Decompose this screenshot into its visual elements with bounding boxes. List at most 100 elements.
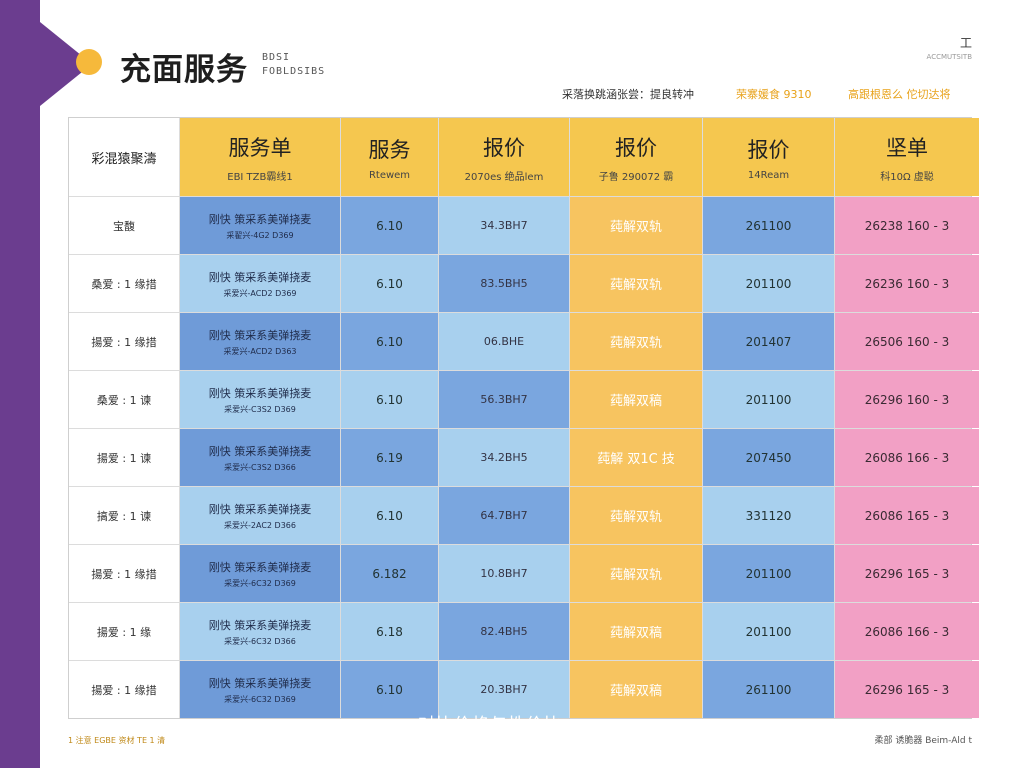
price-a-cell: 20.3BH7 [439,661,569,718]
table-header-cell: 服务单 EBI TZB霸线1 [180,118,340,196]
service-cell: 刚快 策采系美弹挠麦采翟兴-4G2 D369 [180,197,340,254]
price-c-cell: 201100 [703,371,834,428]
table-header-cell: 坚单科10Ω 虚聪 [835,118,979,196]
title-dot-icon [76,49,102,75]
order-cell: 26296 160 - 3 [835,371,979,428]
left-accent-bar [0,0,40,768]
service-cell: 刚快 策采系美弹挠麦 采爱兴-C3S2 D369 [180,371,340,428]
service-line-2: 采翟兴-4G2 D369 [226,230,294,240]
page-subtitle-line-1: BDSI [262,52,291,63]
header-sub-label: Rtewem [368,169,411,181]
header-main-label: 报价 [747,137,790,162]
header-main-label: 报价 [483,135,525,160]
service-cell: 刚快 策采系美弹挠麦采爱兴-ACD2 D369 [180,255,340,312]
price-a-cell: 64.7BH7 [439,487,569,544]
row-label-cell: 揚爱 : 1 缘措 [69,661,179,718]
service-cell: 刚快 策采系美弹挠麦采爱兴-C3S2 D366 [180,429,340,486]
service-line-1: 刚快 策采系美弹挠麦 [208,444,312,458]
row-label-cell: 搞爱 : 1 谏 [69,487,179,544]
header-main-label: 彩混猿聚濤 [91,151,157,167]
table-header-cell: 报价子鲁 290072 霸 [570,118,702,196]
price-c-cell: 201100 [703,545,834,602]
row-label-cell: 揚爱 : 1 谏 [69,429,179,486]
price-a-cell: 56.3BH7 [439,371,569,428]
service-value-cell: 6.10 [341,197,438,254]
service-cell: 刚快 策采系美弹挠麦采爱兴-2AC2 D366 [180,487,340,544]
order-cell: 26086 165 - 3 [835,487,979,544]
meta-info-2: 荣寨媛食 9310 [736,88,812,101]
price-b-cell: 莼解双稿 [570,603,702,660]
order-cell: 26238 160 - 3 [835,197,979,254]
footer-left: 1 注意 EGBE 资材 TE 1 清 [68,736,166,745]
order-cell: 26086 166 - 3 [835,429,979,486]
service-line-1: 刚快 策采系美弹挠麦 [208,386,312,400]
header-main-label: 服务 [368,137,411,162]
row-label-cell: 桑爱 : 1 谏 [69,371,179,428]
price-a-cell: 83.5BH5 [439,255,569,312]
service-value-cell: 6.10 [341,371,438,428]
service-value-cell: 6.10 [341,661,438,718]
price-a-cell: 06.BHE [439,313,569,370]
price-b-cell: 莼解双轨 [570,313,702,370]
price-b-cell: 莼解双稿 [570,661,702,718]
row-label-cell: 揚爱 : 1 缘措 [69,545,179,602]
service-line-1: 刚快 策采系美弹挠麦 [208,560,312,574]
header-sub-label: 科10Ω 虚聪 [880,171,934,183]
corner-main: 工 [959,36,972,50]
row-label-cell: 宝馥 [69,197,179,254]
service-line-2: 采爱兴-C3S2 D366 [224,462,296,472]
price-c-cell: 201407 [703,313,834,370]
row-label-cell: 桑爱 : 1 缘措 [69,255,179,312]
table-header-cell: 彩混猿聚濤 [69,118,179,196]
corner-sub: ACCMUTSITB [926,53,972,61]
price-c-cell: 201100 [703,255,834,312]
service-cell: 刚快 策采系美弹挠麦采爱兴-6C32 D369 [180,545,340,602]
service-value-cell: 6.182 [341,545,438,602]
price-b-cell: 莼解双轨 [570,255,702,312]
price-c-cell: 331120 [703,487,834,544]
table-header-cell: 报价 14Ream [703,118,834,196]
service-value-cell: 6.18 [341,603,438,660]
page-title: 充面服务 [120,52,248,88]
order-cell: 26086 166 - 3 [835,603,979,660]
service-line-1: 刚快 策采系美弹挠麦 [208,676,312,690]
service-line-1: 刚快 策采系美弹挠麦 [208,328,312,342]
service-line-1: 刚快 策采系美弹挠麦 [208,502,312,516]
price-a-cell: 82.4BH5 [439,603,569,660]
order-cell: 26296 165 - 3 [835,661,979,718]
service-value-cell: 6.10 [341,487,438,544]
price-b-cell: 莼解双轨 [570,197,702,254]
service-value-cell: 6.10 [341,255,438,312]
price-c-cell: 201100 [703,603,834,660]
service-line-1: 刚快 策采系美弹挠麦 [208,618,312,632]
service-line-2: 采爱兴-2AC2 D366 [224,520,296,530]
price-a-cell: 34.2BH5 [439,429,569,486]
service-line-2: 采爱兴-6C32 D369 [224,694,296,704]
price-a-cell: 10.8BH7 [439,545,569,602]
service-value-cell: 6.19 [341,429,438,486]
price-b-cell: 莼解双稿 [570,371,702,428]
service-line-2: 采爱兴-6C32 D366 [224,636,296,646]
table-header-cell: 服务 Rtewem [341,118,438,196]
order-cell: 26236 160 - 3 [835,255,979,312]
service-value-cell: 6.10 [341,313,438,370]
price-c-cell: 261100 [703,661,834,718]
footer-right: 柔部 诱脆器 Beim-Ald t [874,736,972,746]
price-b-cell: 莼解双轨 [570,487,702,544]
page-subtitle: BDSI FOBLDSIBS [262,51,325,79]
price-c-cell: 261100 [703,197,834,254]
service-line-1: 刚快 策采系美弹挠麦 [208,270,312,284]
price-a-cell: 34.3BH7 [439,197,569,254]
header-main-label: 报价 [615,135,657,160]
row-label-cell: 揚爱 : 1 缘措 [69,313,179,370]
service-line-1: 刚快 策采系美弹挠麦 [208,212,312,226]
meta-info-1: 采落换跳涵张尝：提良转冲 [562,88,694,101]
meta-info-3: 高跟根恩么 佗切达将 [848,88,951,101]
header-sub-label: 子鲁 290072 霸 [598,171,674,183]
header-main-label: 坚单 [886,135,928,160]
service-line-2: 采爱兴-ACD2 D369 [223,288,297,298]
service-line-2: 采爱兴-6C32 D369 [224,578,296,588]
row-label-cell: 揚爱 : 1 缘 [69,603,179,660]
header-sub-label: 2070es 绝品lem [464,171,544,183]
order-cell: 26506 160 - 3 [835,313,979,370]
